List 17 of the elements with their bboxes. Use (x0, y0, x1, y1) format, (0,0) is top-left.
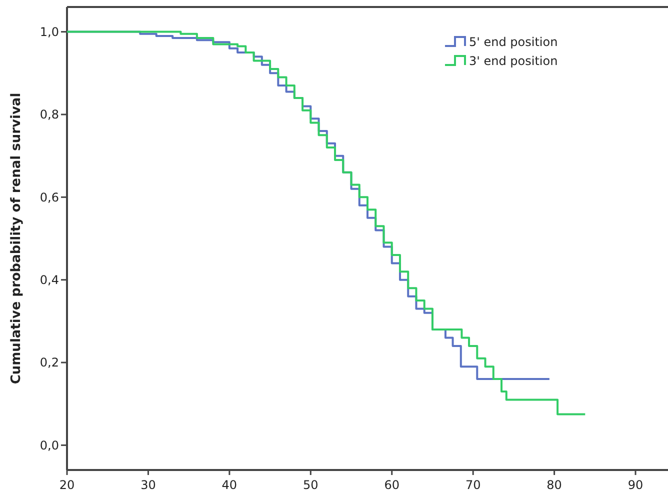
legend-label: 3' end position (469, 54, 558, 68)
y-tick-label: 1,0 (40, 25, 59, 40)
x-tick-label: 70 (465, 478, 481, 492)
x-tick-label: 20 (59, 478, 75, 492)
y-tick-label: 0,8 (40, 108, 59, 122)
x-tick-label: 30 (140, 478, 156, 492)
y-tick-label: 0,4 (40, 273, 59, 288)
x-tick-label: 60 (384, 478, 400, 492)
y-tick-label: 0,0 (40, 438, 59, 452)
legend-label: 5' end position (469, 35, 558, 49)
y-tick-label: 0,6 (40, 190, 59, 204)
x-tick-label: 90 (628, 478, 644, 492)
x-tick-label: 50 (303, 478, 318, 492)
x-tick-label: 40 (222, 478, 238, 492)
x-tick-label: 80 (546, 478, 562, 492)
y-axis-title: Cumulative probability of renal survival (9, 92, 24, 384)
y-tick-label: 0,2 (40, 356, 59, 370)
